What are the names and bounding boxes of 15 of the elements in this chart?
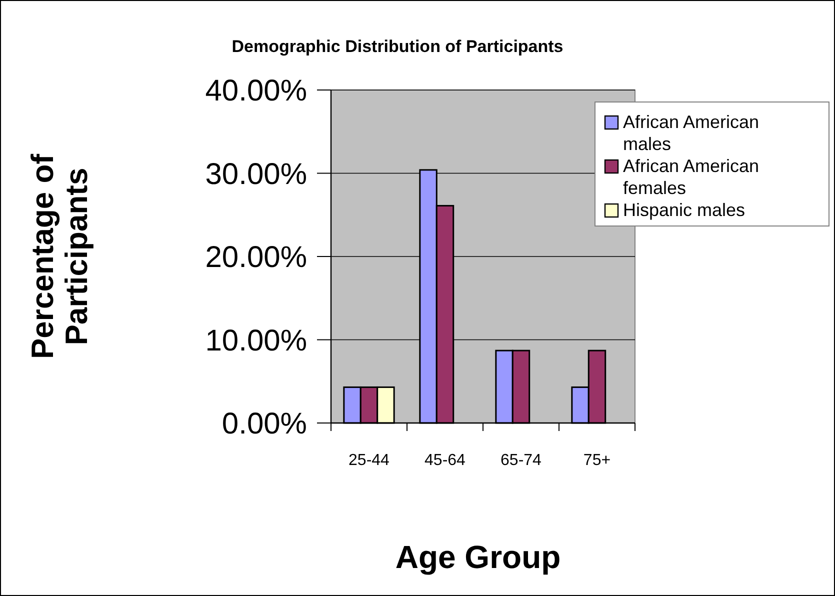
x-tick-label: 75+ (583, 452, 611, 469)
y-axis-title: Percentage of Participants (24, 153, 94, 360)
y-tick-label: 0.00% (222, 408, 307, 440)
legend-label: Hispanic males (623, 200, 746, 220)
chart-title: Demographic Distribution of Participants (232, 37, 564, 56)
y-tick-label: 40.00% (205, 74, 307, 108)
y-tick-label: 30.00% (205, 158, 307, 191)
y-tick-label: 20.00% (205, 241, 307, 274)
x-axis-title: Age Group (395, 539, 561, 575)
legend-label: African American males (623, 112, 760, 154)
x-tick-label: 45-64 (424, 452, 466, 469)
y-tick-label: 10.00% (205, 324, 307, 358)
legend-label: African American females (623, 156, 760, 198)
x-tick-label: 65-74 (500, 452, 542, 469)
x-tick-label: 25-44 (348, 452, 390, 469)
